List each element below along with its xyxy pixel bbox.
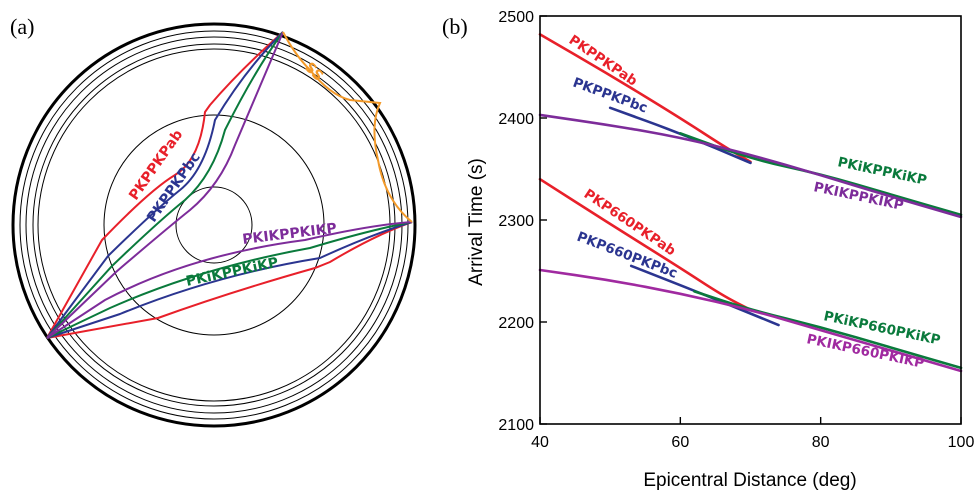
x-tick-label: 40 xyxy=(531,434,549,451)
y-tick-label: 2200 xyxy=(498,315,534,332)
earth-surface-circle xyxy=(11,22,417,428)
series-line-pkikppkikp xyxy=(538,113,963,219)
series-line-pkppkpab xyxy=(538,33,752,164)
ss-ray xyxy=(282,31,413,223)
y-tick-label: 2100 xyxy=(498,417,534,434)
y-tick-label: 2300 xyxy=(498,213,534,230)
x-tick-label: 100 xyxy=(948,434,975,451)
pkikp-purple-ray-upper xyxy=(46,31,284,339)
pkikp-green-ray-lower xyxy=(46,221,413,339)
x-tick-label: 60 xyxy=(671,434,689,451)
x-tick-label: 80 xyxy=(812,434,830,451)
outer-core-circle xyxy=(103,114,325,336)
y-tick-label: 2400 xyxy=(498,111,534,128)
panel-a-label: (a) xyxy=(10,14,34,39)
panel-b-label: (b) xyxy=(442,14,468,39)
pkppkpbc-ray-lower xyxy=(46,221,413,339)
series-line-pkppkpbc xyxy=(608,106,752,165)
pkikp-green-ray-upper xyxy=(46,31,284,339)
x-axis-title: Epicentral Distance (deg) xyxy=(643,470,856,491)
series-label-pkppkpbc: PKPPKPbc xyxy=(571,75,650,117)
pkppkpab-ray-lower xyxy=(46,221,413,339)
y-tick-label: 2500 xyxy=(498,9,534,26)
raypath-diagram: (a) PKPPKPab PKPPKPbc SS PKIKPPKIKP PKiK… xyxy=(10,14,417,428)
x-axis-ticks: 40 60 80 100 xyxy=(531,417,974,451)
pkppkpbc-ray-upper xyxy=(46,31,284,339)
mantle-shell-circle xyxy=(19,30,409,420)
y-axis-title: Arrival Time (s) xyxy=(466,158,487,286)
pkikp-purple-ray-lower xyxy=(46,221,413,339)
series-line-pkp660pkpab xyxy=(538,177,752,312)
pkppkpab-ray-upper xyxy=(46,31,284,339)
series-line-pkikp660pkikp xyxy=(538,268,963,373)
mantle-660-circle xyxy=(32,43,396,407)
series-lines xyxy=(538,33,963,373)
inner-core-circle xyxy=(175,186,253,264)
mantle-shell-circle xyxy=(25,36,403,414)
series-line-pkikp660pkikp xyxy=(693,290,963,370)
plot-frame xyxy=(539,15,962,425)
series-line-pkikppkikp xyxy=(679,132,963,217)
travel-time-chart: (b) 2100 2200 2300 2400 2500 40 60 80 100 Epice… xyxy=(442,9,974,491)
